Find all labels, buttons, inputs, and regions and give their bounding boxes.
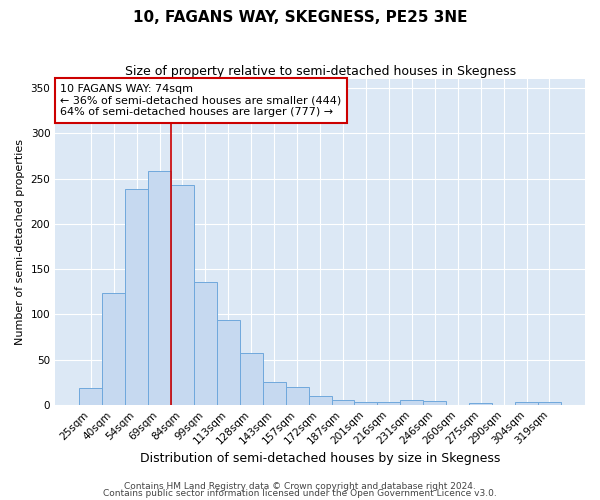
Bar [377, 402, 400, 404]
Bar [102, 292, 125, 405]
Text: Contains public sector information licensed under the Open Government Licence v3: Contains public sector information licen… [103, 490, 497, 498]
Bar [332, 400, 355, 404]
Title: Size of property relative to semi-detached houses in Skegness: Size of property relative to semi-detach… [125, 65, 515, 78]
X-axis label: Distribution of semi-detached houses by size in Skegness: Distribution of semi-detached houses by … [140, 452, 500, 465]
Bar [538, 402, 561, 404]
Bar [148, 170, 171, 404]
Bar [194, 282, 217, 405]
Bar [240, 353, 263, 405]
Y-axis label: Number of semi-detached properties: Number of semi-detached properties [15, 139, 25, 345]
Bar [286, 386, 308, 404]
Text: 10 FAGANS WAY: 74sqm
← 36% of semi-detached houses are smaller (444)
64% of semi: 10 FAGANS WAY: 74sqm ← 36% of semi-detac… [61, 84, 342, 117]
Bar [125, 190, 148, 404]
Text: Contains HM Land Registry data © Crown copyright and database right 2024.: Contains HM Land Registry data © Crown c… [124, 482, 476, 491]
Bar [355, 402, 377, 404]
Bar [469, 403, 492, 404]
Text: 10, FAGANS WAY, SKEGNESS, PE25 3NE: 10, FAGANS WAY, SKEGNESS, PE25 3NE [133, 10, 467, 25]
Bar [400, 400, 423, 404]
Bar [171, 185, 194, 404]
Bar [515, 402, 538, 404]
Bar [79, 388, 102, 404]
Bar [308, 396, 332, 404]
Bar [217, 320, 240, 404]
Bar [263, 382, 286, 404]
Bar [423, 401, 446, 404]
